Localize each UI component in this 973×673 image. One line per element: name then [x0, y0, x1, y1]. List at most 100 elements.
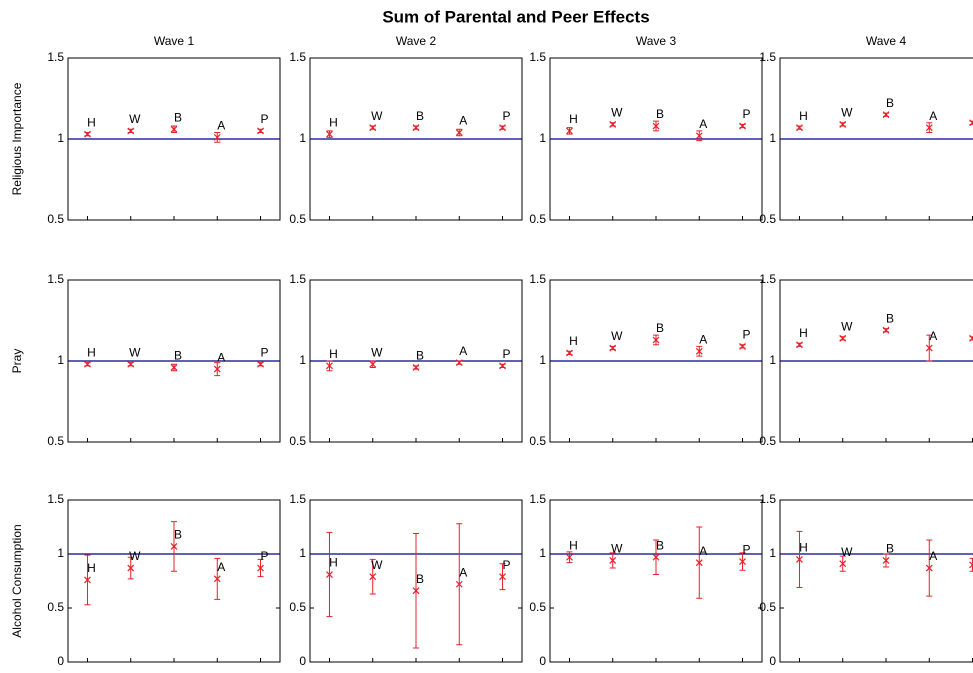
- data-point: [925, 344, 933, 352]
- y-tick-label: 1.5: [529, 50, 546, 64]
- y-tick-label: 1.5: [47, 272, 64, 286]
- y-tick-label: 1: [769, 353, 776, 367]
- point-label: W: [371, 558, 383, 572]
- point-label: H: [329, 115, 338, 129]
- point-label: B: [416, 109, 424, 123]
- plot-frame: [779, 499, 973, 663]
- data-point: [257, 360, 264, 368]
- point-label: B: [656, 321, 664, 335]
- data-point: [213, 133, 221, 141]
- data-point: [412, 124, 420, 132]
- point-label: H: [569, 538, 578, 552]
- data-point: [652, 553, 660, 561]
- point-label: B: [656, 538, 664, 552]
- point-label: B: [416, 572, 424, 586]
- data-point: [326, 130, 333, 138]
- data-point: [455, 580, 463, 588]
- point-label: H: [569, 334, 578, 348]
- y-tick-label: 0.5: [759, 212, 776, 226]
- point-label: H: [87, 115, 96, 129]
- point-label: P: [743, 328, 751, 342]
- data-point: [839, 334, 847, 342]
- y-tick-label: 0.5: [529, 212, 546, 226]
- point-label: W: [841, 106, 853, 120]
- y-tick-label: 1: [57, 546, 64, 560]
- point-label: P: [503, 109, 511, 123]
- data-point: [609, 557, 617, 564]
- point-label: A: [929, 109, 937, 123]
- data-point: [566, 349, 573, 357]
- panel-title: Wave 2: [396, 34, 437, 48]
- data-point: [412, 587, 420, 595]
- panel-title: Wave 3: [636, 34, 677, 48]
- data-point: [170, 543, 178, 550]
- data-point: [326, 362, 333, 370]
- data-point: [499, 362, 506, 370]
- point-label: B: [886, 96, 894, 110]
- data-point: [369, 573, 377, 581]
- point-label: A: [699, 117, 707, 131]
- point-label: B: [416, 349, 424, 363]
- point-label: A: [459, 344, 467, 358]
- figure-title: Sum of Parental and Peer Effects: [382, 7, 649, 26]
- y-tick-label: 1.5: [759, 492, 776, 506]
- point-label: H: [799, 109, 808, 123]
- y-tick-label: 1: [299, 353, 306, 367]
- point-label: H: [799, 326, 808, 340]
- data-point: [695, 132, 703, 140]
- y-tick-label: 1.5: [529, 492, 546, 506]
- data-point: [609, 120, 617, 128]
- y-tick-label: 0: [299, 654, 306, 668]
- point-label: A: [459, 565, 467, 579]
- y-tick-label: 1: [539, 546, 546, 560]
- data-point: [455, 129, 463, 136]
- data-point: [213, 575, 221, 583]
- y-axis-label: Pray: [10, 349, 24, 374]
- point-label: H: [87, 345, 96, 359]
- data-point: [796, 555, 803, 563]
- data-point: [882, 111, 890, 119]
- data-point: [566, 127, 573, 135]
- point-label: P: [261, 345, 269, 359]
- data-point: [170, 125, 178, 133]
- point-label: W: [611, 542, 623, 556]
- y-tick-label: 0.5: [47, 434, 64, 448]
- data-point: [412, 364, 420, 371]
- point-label: A: [217, 119, 225, 133]
- panel-title: Wave 1: [154, 34, 195, 48]
- y-tick-label: 1: [57, 353, 64, 367]
- y-tick-label: 0.5: [47, 212, 64, 226]
- point-label: B: [656, 107, 664, 121]
- point-label: W: [841, 545, 853, 559]
- point-label: A: [459, 114, 467, 128]
- y-axis-label: Religious Importance: [10, 82, 24, 195]
- point-label: P: [261, 112, 269, 126]
- y-tick-label: 1: [299, 131, 306, 145]
- y-tick-label: 1.5: [289, 272, 306, 286]
- data-point: [257, 564, 264, 572]
- point-label: W: [129, 112, 141, 126]
- data-point: [796, 124, 803, 132]
- y-tick-label: 1: [769, 131, 776, 145]
- y-tick-label: 1: [57, 131, 64, 145]
- data-point: [84, 360, 91, 368]
- point-label: A: [217, 350, 225, 364]
- point-label: A: [699, 332, 707, 346]
- point-label: W: [129, 345, 141, 359]
- data-point: [695, 347, 703, 355]
- data-point: [739, 558, 746, 565]
- data-point: [739, 122, 746, 130]
- data-point: [882, 557, 890, 564]
- point-label: H: [87, 561, 96, 575]
- data-point: [84, 130, 91, 138]
- data-point: [455, 359, 463, 367]
- point-label: P: [743, 543, 751, 557]
- data-point: [609, 344, 617, 352]
- data-point: [839, 120, 847, 128]
- data-point: [739, 342, 746, 350]
- y-tick-label: 1.5: [47, 492, 64, 506]
- point-label: W: [371, 345, 383, 359]
- point-label: W: [129, 549, 141, 563]
- plot-frame: [549, 499, 763, 663]
